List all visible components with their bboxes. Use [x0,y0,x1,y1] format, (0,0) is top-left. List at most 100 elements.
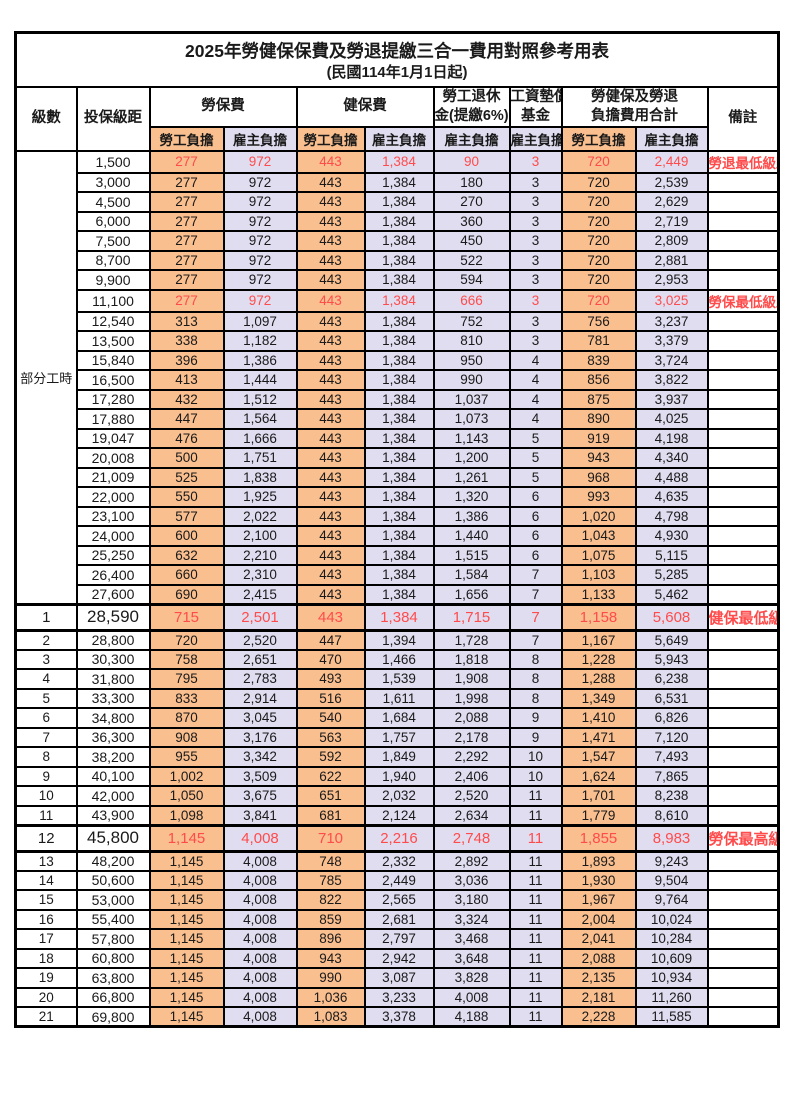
cell-health-employee: 443 [295,349,366,371]
cell-bracket: 23,100 [75,505,151,527]
cell-level: 7 [14,726,78,748]
cell-remark [706,447,780,469]
cell-bracket: 28,800 [75,629,151,651]
cell-fund-employer: 7 [508,629,563,651]
cell-labor-employee: 1,145 [148,986,225,1008]
cell-fund-employer: 11 [508,947,563,969]
cell-total-employee: 1,167 [560,629,637,651]
cell-pension-employer: 4,008 [432,986,511,1008]
table-row: 17,280 432 1,512 443 1,384 1,037 4 875 3,937 [16,388,780,410]
cell-labor-employer: 4,008 [222,908,298,930]
header-level: 級數 [14,85,78,152]
table-row: 21 69,800 1,145 4,008 1,083 3,378 4,188 11 2,228… [14,1006,780,1028]
cell-pension-employer: 90 [432,149,511,174]
page-title: 2025年勞健保保費及勞退提繳三合一費用對照參考用表 [185,40,609,61]
cell-fund-employer: 3 [508,191,563,213]
cell-labor-employee: 277 [148,171,225,193]
cell-total-employer: 10,284 [634,928,709,950]
cell-fund-employer: 3 [508,269,563,291]
cell-labor-employee: 277 [148,269,225,291]
cell-total-employee: 1,043 [560,525,637,547]
cell-health-employee: 859 [295,908,366,930]
cell-fund-employer: 7 [508,583,563,605]
cell-labor-employer: 3,342 [222,746,298,768]
table-row: 15 53,000 1,145 4,008 822 2,565 3,180 11 1,967 9,… [14,889,780,911]
table-row: 8 38,200 955 3,342 592 1,849 2,292 10 1,547 7,493 [14,746,780,768]
cell-labor-employee: 1,002 [148,765,225,787]
cell-labor-employee: 396 [148,349,225,371]
cell-labor-employee: 313 [148,310,225,332]
cell-labor-employer: 972 [222,249,298,271]
cell-total-employee: 1,075 [560,544,637,566]
cell-total-employer: 2,881 [634,249,709,271]
cell-total-employee: 1,158 [560,602,637,632]
cell-bracket: 11,100 [75,288,151,313]
part-time-merged-cell: 部分工時 [14,149,78,605]
cell-total-employer: 2,449 [634,149,709,174]
header-health-insurance: 健保費 [295,85,435,128]
cell-labor-employee: 720 [148,629,225,651]
cell-health-employee: 443 [295,505,366,527]
cell-level: 5 [14,687,78,709]
cell-remark [706,408,780,430]
cell-total-employee: 720 [560,171,637,193]
cell-health-employer: 1,394 [363,629,435,651]
cell-total-employer: 4,930 [634,525,709,547]
cell-health-employer: 2,124 [363,804,435,826]
cell-bracket: 50,600 [75,869,151,891]
cell-labor-employer: 4,008 [222,967,298,989]
cell-labor-employee: 1,145 [148,823,225,853]
cell-bracket: 9,900 [75,269,151,291]
cell-total-employee: 2,088 [560,947,637,969]
table-row: 9,900 277 972 443 1,384 594 3 720 2,953 [16,269,780,291]
cell-pension-employer: 1,386 [432,505,511,527]
cell-remark [706,804,780,826]
cell-total-employer: 2,953 [634,269,709,291]
cell-health-employee: 896 [295,928,366,950]
cell-health-employee: 443 [295,408,366,430]
table-row: 26,400 660 2,310 443 1,384 1,584 7 1,103 5,285 [16,564,780,586]
cell-health-employer: 1,384 [363,544,435,566]
cell-level: 17 [14,928,78,950]
cell-total-employer: 9,764 [634,889,709,911]
cell-health-employee: 443 [295,602,366,632]
cell-health-employee: 447 [295,629,366,651]
cell-total-employer: 5,649 [634,629,709,651]
cell-pension-employer: 2,088 [432,707,511,729]
cell-remark: 勞保最低級距 [706,288,780,313]
cell-labor-employee: 600 [148,525,225,547]
cell-fund-employer: 3 [508,149,563,174]
cell-pension-employer: 522 [432,249,511,271]
header-wage-fund: 工資墊償 基金 [508,85,563,128]
cell-health-employee: 443 [295,369,366,391]
cell-fund-employer: 11 [508,889,563,911]
cell-bracket: 22,000 [75,486,151,508]
cell-total-employer: 5,115 [634,544,709,566]
cell-remark [706,210,780,232]
cell-total-employee: 919 [560,427,637,449]
table-row: 1 28,590 715 2,501 443 1,384 1,715 7 1,158 5,608 健… [14,602,780,632]
cell-health-employee: 990 [295,967,366,989]
cell-total-employer: 6,531 [634,687,709,709]
cell-bracket: 17,280 [75,388,151,410]
table-row: 20 66,800 1,145 4,008 1,036 3,233 4,008 11 2,181… [14,986,780,1008]
cell-bracket: 38,200 [75,746,151,768]
cell-health-employer: 1,384 [363,486,435,508]
cell-labor-employee: 277 [148,149,225,174]
cell-labor-employee: 277 [148,210,225,232]
cell-remark [706,427,780,449]
cell-labor-employer: 972 [222,269,298,291]
cell-remark [706,388,780,410]
cell-pension-employer: 1,037 [432,388,511,410]
cell-health-employer: 2,681 [363,908,435,930]
cell-health-employee: 592 [295,746,366,768]
cell-level: 19 [14,967,78,989]
cell-total-employer: 3,822 [634,369,709,391]
cell-health-employer: 1,384 [363,149,435,174]
cell-bracket: 60,800 [75,947,151,969]
cell-labor-employee: 413 [148,369,225,391]
cell-fund-employer: 8 [508,668,563,690]
table-row: 2 28,800 720 2,520 447 1,394 1,728 7 1,167 5,649 [14,629,780,651]
cell-fund-employer: 3 [508,310,563,332]
table-row: 4,500 277 972 443 1,384 270 3 720 2,629 [16,191,780,213]
